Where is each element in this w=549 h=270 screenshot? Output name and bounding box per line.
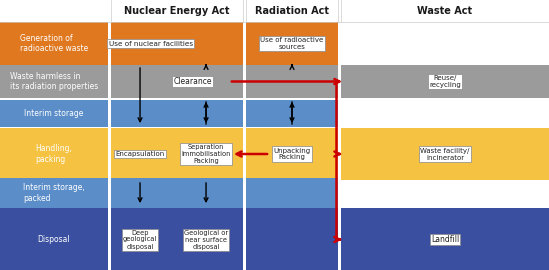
Text: Geological or
near surface
disposal: Geological or near surface disposal	[184, 230, 228, 249]
Bar	[341, 208, 549, 270]
Text: Handling,
packing: Handling, packing	[36, 144, 72, 164]
Bar	[0, 208, 108, 270]
Bar	[111, 22, 243, 65]
Bar	[0, 0, 108, 22]
Bar	[0, 65, 108, 98]
Bar	[111, 100, 243, 127]
Text: Separation
Immobilisation
Packing: Separation Immobilisation Packing	[181, 144, 231, 164]
Text: Use of nuclear facilities: Use of nuclear facilities	[109, 40, 193, 46]
Text: Unpacking
Packing: Unpacking Packing	[273, 147, 311, 160]
Bar	[111, 178, 243, 208]
Text: Waste facility/
incinerator: Waste facility/ incinerator	[421, 147, 470, 160]
Text: Interim storage: Interim storage	[24, 109, 83, 118]
Bar	[0, 128, 108, 180]
Bar	[111, 128, 243, 180]
Bar	[111, 0, 549, 22]
Bar	[246, 208, 338, 270]
Bar	[246, 65, 338, 98]
Bar	[0, 178, 108, 208]
Bar	[246, 178, 338, 208]
Bar	[246, 100, 338, 127]
Text: Clearance: Clearance	[173, 77, 212, 86]
Bar	[111, 65, 243, 98]
Text: Reuse/
recycling: Reuse/ recycling	[429, 75, 461, 88]
Bar	[0, 22, 108, 65]
Text: Radiation Act: Radiation Act	[255, 6, 329, 16]
Text: Use of radioactive
sources: Use of radioactive sources	[260, 37, 323, 50]
Bar	[341, 128, 549, 180]
Text: Waste harmless in
its radiation properties: Waste harmless in its radiation properti…	[10, 72, 98, 91]
Bar	[111, 208, 243, 270]
Text: Encapsulation: Encapsulation	[115, 151, 165, 157]
Bar	[246, 128, 338, 180]
Text: Disposal: Disposal	[38, 235, 70, 244]
Text: Nuclear Energy Act: Nuclear Energy Act	[124, 6, 229, 16]
Text: Interim storage,
packed: Interim storage, packed	[23, 183, 85, 203]
Text: Waste Act: Waste Act	[417, 6, 473, 16]
Bar	[0, 100, 108, 127]
Text: Deep
geological
disposal: Deep geological disposal	[123, 230, 157, 249]
Text: Landfill: Landfill	[431, 235, 459, 244]
Bar	[341, 65, 549, 98]
Text: Generation of
radioactive waste: Generation of radioactive waste	[20, 34, 88, 53]
Bar	[246, 22, 338, 65]
